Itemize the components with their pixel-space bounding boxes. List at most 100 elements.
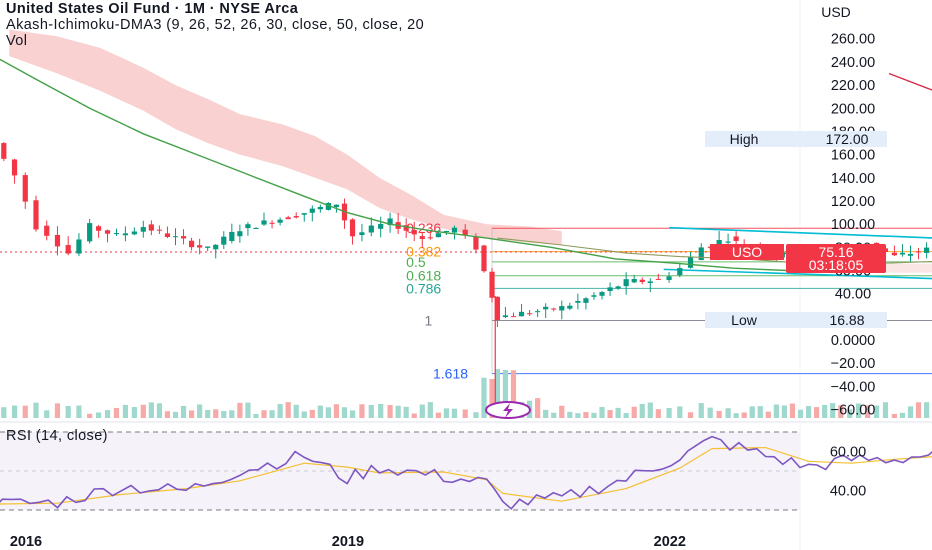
volume-bar <box>698 403 704 418</box>
candle-body <box>349 219 356 237</box>
volume-bar <box>113 407 120 418</box>
candle-body <box>1 143 7 159</box>
volume-bar <box>395 405 401 418</box>
channel-drawing[interactable] <box>663 226 932 287</box>
price-tick-label: 0.0000 <box>831 333 875 349</box>
time-tick-label: 2022 <box>654 534 686 550</box>
volume-bar <box>623 413 629 418</box>
volume-bar <box>213 409 219 418</box>
volume-bar <box>301 411 307 418</box>
volume-bar <box>567 411 573 418</box>
volume-bar <box>631 406 637 418</box>
price-tick-label: −40.00 <box>831 379 876 395</box>
volume-bar <box>915 402 922 418</box>
volume-bar <box>269 410 275 418</box>
candle-body <box>253 227 259 229</box>
volume-bar <box>481 377 487 418</box>
volume-bar <box>873 405 880 418</box>
candle-body <box>172 236 179 238</box>
channel-upper-line <box>669 226 932 239</box>
volume-legend[interactable]: Vol <box>6 33 28 49</box>
volume-bar <box>411 413 417 418</box>
volume-bar <box>229 410 235 418</box>
volume-bar <box>309 409 315 418</box>
candle-body <box>140 227 146 232</box>
volume-bar <box>1 407 7 418</box>
candle-body <box>197 245 203 248</box>
candle-body <box>293 216 299 218</box>
candle-body <box>733 236 739 241</box>
candle-body <box>567 305 573 309</box>
volume-bar <box>261 410 267 418</box>
candle-body <box>359 232 365 236</box>
volume-bar <box>333 404 340 418</box>
time-tick-label: 2016 <box>10 534 42 550</box>
candle-body <box>535 311 541 313</box>
candle-body <box>277 219 283 223</box>
candle-body <box>301 213 307 215</box>
fib-level-label: 1.618 <box>433 366 468 382</box>
candle-body <box>518 311 525 317</box>
volume-bar <box>765 411 771 418</box>
volume-bar <box>615 407 621 418</box>
price-tick-label: 160.00 <box>831 148 875 164</box>
candle-body <box>221 236 227 245</box>
candle-body <box>237 231 243 237</box>
volume-bar <box>221 411 227 418</box>
study-legend[interactable]: Akash-Ichimoku-DMA3 (9, 26, 52, 26, 30, … <box>6 17 425 33</box>
volume-bar <box>87 413 93 418</box>
volume-bar <box>33 402 39 418</box>
volume-bar <box>707 407 713 418</box>
volume-bar <box>140 404 146 418</box>
volume-bar <box>44 410 50 418</box>
volume-bar <box>666 407 672 418</box>
volume-bar <box>237 402 243 418</box>
candle-body <box>95 226 102 231</box>
rsi-legend[interactable]: RSI (14, close) <box>6 428 108 444</box>
price-tick-label: 220.00 <box>831 78 875 94</box>
candle-body <box>22 175 28 202</box>
volume-bar <box>172 411 179 418</box>
high-label: High <box>730 131 759 147</box>
candle-body <box>698 247 704 261</box>
fib-level-label: 0.786 <box>406 280 441 296</box>
volume-bar <box>607 410 613 418</box>
rsi-axis[interactable]: 60.00 40.00 <box>830 445 866 500</box>
time-axis[interactable]: 20162019202220252028 <box>10 534 932 550</box>
price-axis[interactable]: 260.00240.00220.00200.00180.00160.00140.… <box>831 32 876 419</box>
candle-body <box>325 202 331 210</box>
candle-body <box>403 225 409 231</box>
candle-body <box>205 246 211 248</box>
volume-bar <box>543 409 549 418</box>
volume-bar <box>899 412 906 418</box>
candle-body <box>164 233 171 238</box>
volume-bar <box>403 406 409 418</box>
low-value: 16.88 <box>829 312 864 328</box>
candle-body <box>309 208 315 213</box>
candle-body <box>368 225 374 233</box>
volume-bar <box>510 370 517 418</box>
volume-bar <box>830 403 836 418</box>
volume-bar <box>551 412 557 418</box>
candle-body <box>481 245 487 272</box>
symbol-title[interactable]: United States Oil Fund · 1M · NYSE Arca <box>6 1 299 17</box>
candle-body <box>915 251 922 253</box>
candle-body <box>333 204 340 208</box>
volume-bar <box>494 369 500 418</box>
volume-bar <box>188 410 195 418</box>
candle-body <box>473 236 479 250</box>
price-tick-label: −20.00 <box>831 356 876 372</box>
volume-bar <box>387 405 393 418</box>
candle-body <box>65 245 71 254</box>
candle-body <box>526 313 533 315</box>
candle-body <box>510 316 517 318</box>
volume-bar <box>749 406 755 418</box>
volume-bar <box>822 404 828 418</box>
volume-bar <box>814 407 820 418</box>
fib-level-label: 1 <box>424 312 432 328</box>
volume-bar <box>655 409 661 418</box>
candle-body <box>551 308 557 310</box>
lightning-icon[interactable] <box>485 401 531 419</box>
volume-bar <box>789 403 796 418</box>
